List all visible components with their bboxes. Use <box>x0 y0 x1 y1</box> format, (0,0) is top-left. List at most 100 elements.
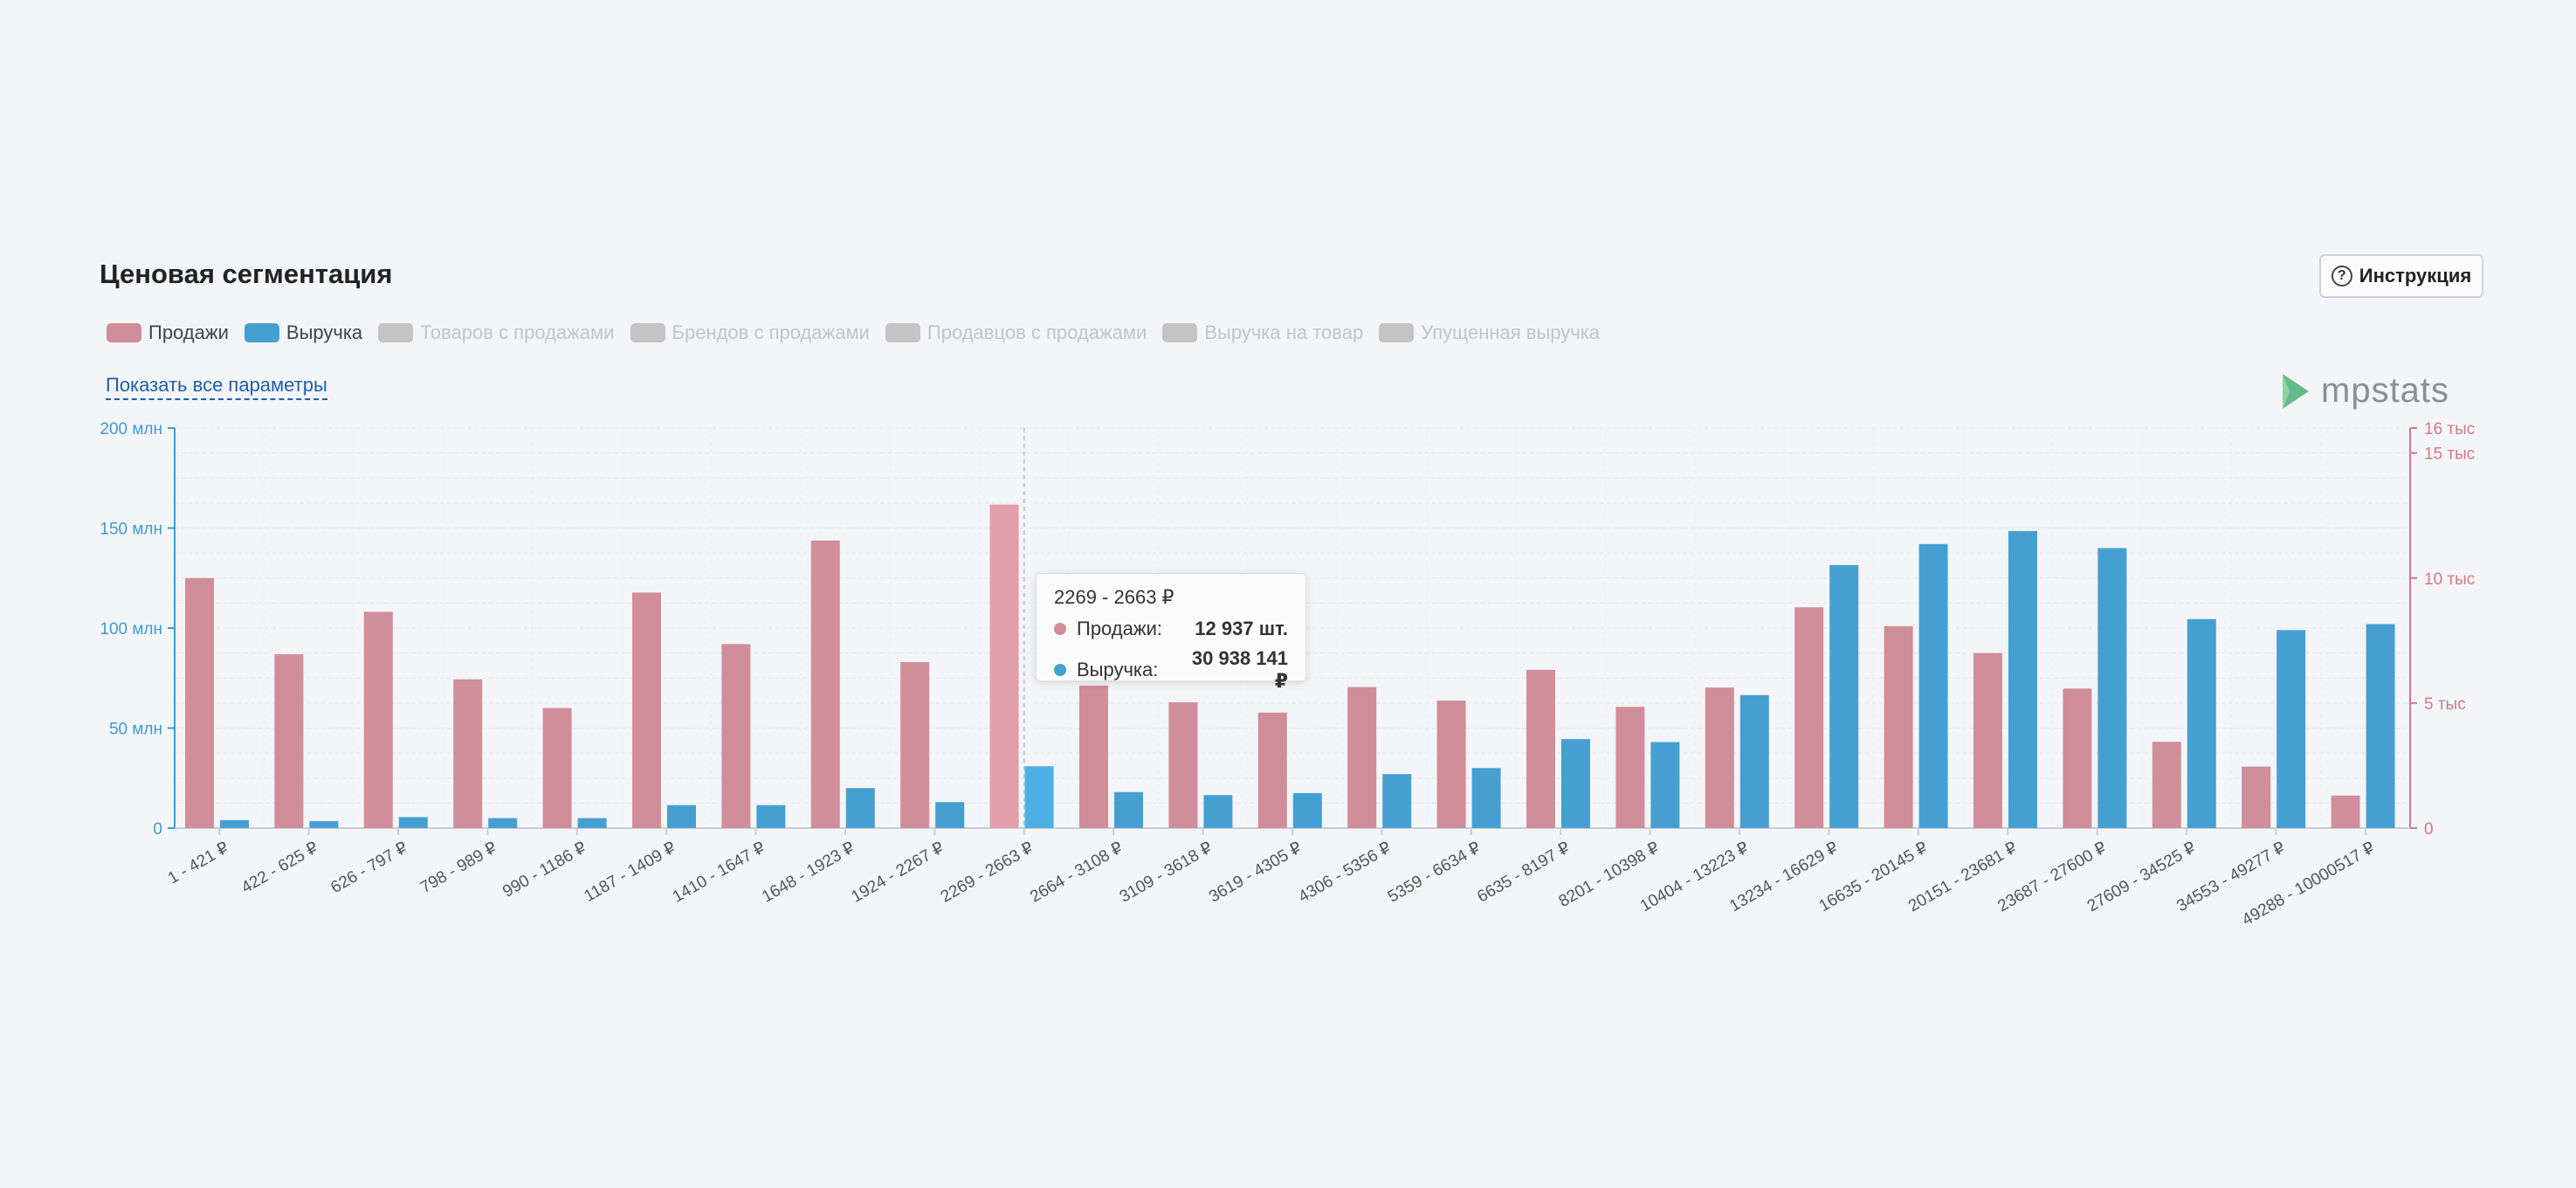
x-tick-label: 798 - 989 ₽ <box>417 839 500 897</box>
sales-bar <box>989 504 1019 828</box>
tooltip-row-sales: Продажи: 12 937 шт. <box>1054 618 1288 640</box>
x-tick-label: 1187 - 1409 ₽ <box>582 839 679 906</box>
x-tick-label: 3619 - 4305 ₽ <box>1206 839 1305 907</box>
x-tick-label: 1410 - 1647 ₽ <box>670 839 768 907</box>
y-left-tick-label: 150 млн <box>100 521 162 539</box>
tooltip-label: Выручка: <box>1077 659 1159 680</box>
x-tick-label: 422 - 625 ₽ <box>238 839 321 897</box>
legend-item-revenue-per-product[interactable]: Выручка на товар <box>1162 321 1363 344</box>
revenue-bar <box>1292 792 1322 828</box>
revenue-bar <box>1561 739 1590 828</box>
x-tick-label: 5359 - 6634 ₽ <box>1385 839 1484 907</box>
y-right-tick-label: 16 тыс <box>2424 420 2475 439</box>
revenue-bar <box>1918 543 1948 828</box>
sales-bar <box>2242 766 2271 828</box>
tooltip-title: 2269 - 2663 ₽ <box>1054 586 1174 608</box>
sales-bar <box>810 540 840 828</box>
revenue-bar <box>2187 618 2216 828</box>
revenue-bar <box>398 817 428 828</box>
revenue-bar <box>845 788 875 828</box>
revenue-bar <box>2097 548 2127 828</box>
legend-item-lost-revenue[interactable]: Упущенная выручка <box>1379 321 1600 344</box>
show-all-params-link[interactable]: Показать все параметры <box>106 374 327 400</box>
x-tick-label: 990 - 1186 ₽ <box>499 839 589 901</box>
legend-label: Продажи <box>148 321 229 343</box>
sales-bar <box>185 577 214 828</box>
sales-bar <box>363 611 393 828</box>
x-tick-label: 2664 - 3108 ₽ <box>1027 839 1126 907</box>
legend-swatch <box>378 323 414 342</box>
revenue-bar <box>1650 742 1680 828</box>
page-title: Ценовая сегментация <box>100 259 393 289</box>
revenue-bar <box>1382 774 1412 828</box>
revenue-bar <box>935 802 965 828</box>
sales-bar <box>900 661 930 828</box>
legend-label: Упущенная выручка <box>1421 321 1601 343</box>
revenue-bar <box>1203 795 1233 828</box>
revenue-bar <box>667 805 696 828</box>
sales-bar <box>2331 795 2360 828</box>
legend-swatch <box>630 323 665 342</box>
question-circle-icon: ? <box>2331 266 2352 287</box>
legend-label: Выручка на товар <box>1204 321 1364 343</box>
sales-bar <box>1079 685 1108 828</box>
revenue-bar <box>220 819 249 828</box>
y-left-tick-label: 50 млн <box>109 721 162 739</box>
revenue-bar <box>1471 768 1501 828</box>
x-tick-label: 4306 - 5356 ₽ <box>1296 839 1395 907</box>
chart-legend: Продажи Выручка Товаров с продажами Брен… <box>107 321 1615 344</box>
y-right-tick-label: 0 <box>2424 820 2434 839</box>
legend-label: Товаров с продажами <box>420 321 615 343</box>
sales-bar <box>542 708 572 828</box>
legend-item-products-with-sales[interactable]: Товаров с продажами <box>378 321 615 344</box>
y-right-tick-label: 10 тыс <box>2424 570 2475 589</box>
y-right-tick-label: 15 тыс <box>2424 446 2475 464</box>
x-tick-label: 2269 - 2663 ₽ <box>938 839 1037 907</box>
sales-bar <box>1884 625 1913 828</box>
chart-tooltip: 2269 - 2663 ₽ Продажи: 12 937 шт. Выручк… <box>1036 573 1306 692</box>
legend-swatch <box>1379 323 1415 342</box>
mpstats-logo-icon <box>2283 373 2309 409</box>
y-left-tick-label: 0 <box>153 820 162 839</box>
x-tick-label: 3109 - 3618 ₽ <box>1117 839 1216 907</box>
revenue-bar <box>2276 630 2306 828</box>
revenue-bar <box>309 820 339 828</box>
revenue-bar <box>1024 766 1054 828</box>
legend-label: Выручка <box>286 321 363 343</box>
sales-bar <box>1705 687 1734 828</box>
tooltip-value: 12 937 шт. <box>1195 618 1288 639</box>
legend-item-revenue[interactable]: Выручка <box>244 321 363 344</box>
x-tick-label: 1648 - 1923 ₽ <box>759 839 858 907</box>
revenue-bar <box>1739 694 1769 828</box>
x-tick-label: 1924 - 2267 ₽ <box>849 839 947 907</box>
sales-bar <box>1436 701 1466 828</box>
sales-bar <box>632 592 661 828</box>
legend-item-brands-with-sales[interactable]: Брендов с продажами <box>630 321 870 344</box>
revenue-bar <box>2008 530 2037 828</box>
sales-bar <box>1615 707 1645 828</box>
sales-bar <box>1973 653 2002 828</box>
sales-bar <box>1168 702 1198 828</box>
y-right-tick-label: 5 тыс <box>2424 695 2466 714</box>
tooltip-dot <box>1054 623 1066 635</box>
sales-bar <box>1347 687 1377 828</box>
legend-label: Продавцов с продажами <box>926 321 1147 343</box>
mpstats-logo: mpstats <box>2281 371 2449 411</box>
legend-item-sales[interactable]: Продажи <box>107 321 229 344</box>
sales-bar <box>2063 688 2092 828</box>
revenue-bar <box>2366 624 2395 828</box>
x-tick-label: 626 - 797 ₽ <box>327 839 410 897</box>
legend-item-sellers-with-sales[interactable]: Продавцов с продажами <box>885 321 1147 344</box>
sales-bar <box>1257 712 1287 828</box>
instruction-button[interactable]: ? Инструкция <box>2319 254 2483 298</box>
sales-bar <box>721 644 751 828</box>
sales-bar <box>1526 669 1555 828</box>
revenue-bar <box>577 818 607 828</box>
revenue-bar <box>756 805 786 828</box>
revenue-bar <box>1829 564 1859 828</box>
legend-label: Брендов с продажами <box>672 321 870 343</box>
legend-swatch <box>885 323 920 342</box>
sales-bar <box>453 679 483 828</box>
sales-bar <box>274 654 304 828</box>
tooltip-row-revenue: Выручка: 30 938 141 ₽ <box>1054 647 1288 693</box>
